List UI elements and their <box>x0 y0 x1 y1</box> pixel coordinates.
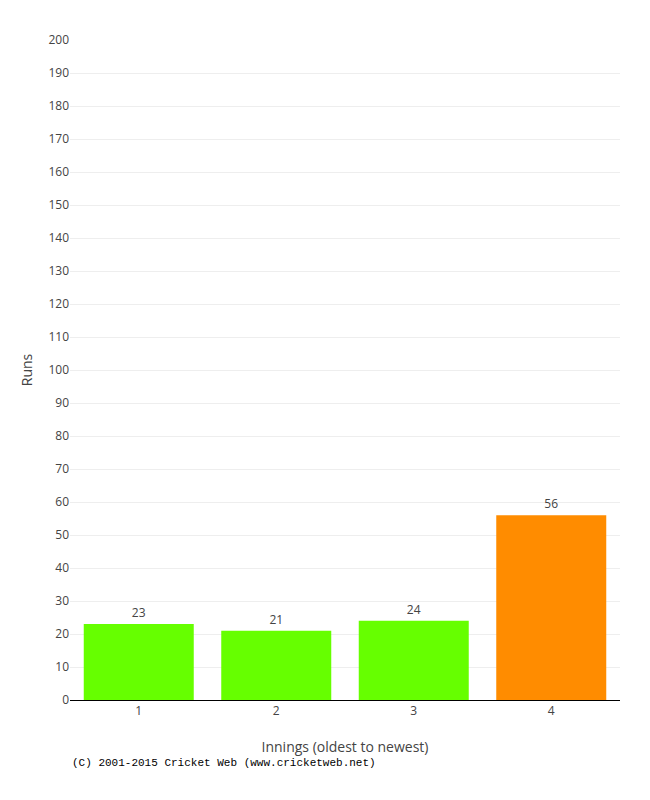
svg-text:200: 200 <box>48 31 69 48</box>
svg-text:0: 0 <box>62 691 69 708</box>
svg-text:56: 56 <box>544 495 558 512</box>
svg-text:Innings (oldest to newest): Innings (oldest to newest) <box>262 737 429 756</box>
svg-text:30: 30 <box>55 592 69 609</box>
svg-text:170: 170 <box>48 130 69 147</box>
svg-text:190: 190 <box>48 64 69 81</box>
svg-text:3: 3 <box>410 702 417 719</box>
svg-text:23: 23 <box>132 604 146 621</box>
svg-text:140: 140 <box>48 229 69 246</box>
svg-text:120: 120 <box>48 295 69 312</box>
svg-text:40: 40 <box>55 559 69 576</box>
svg-text:2: 2 <box>273 702 280 719</box>
svg-text:1: 1 <box>135 702 142 719</box>
svg-text:10: 10 <box>55 658 69 675</box>
svg-text:50: 50 <box>55 526 69 543</box>
svg-text:90: 90 <box>55 394 69 411</box>
svg-text:60: 60 <box>55 493 69 510</box>
svg-text:130: 130 <box>48 262 69 279</box>
svg-text:24: 24 <box>407 601 421 618</box>
svg-text:160: 160 <box>48 163 69 180</box>
svg-text:70: 70 <box>55 460 69 477</box>
svg-text:20: 20 <box>55 625 69 642</box>
svg-text:21: 21 <box>269 611 283 628</box>
svg-text:110: 110 <box>48 328 69 345</box>
svg-text:100: 100 <box>48 361 69 378</box>
svg-text:4: 4 <box>548 702 555 719</box>
svg-text:80: 80 <box>55 427 69 444</box>
svg-text:180: 180 <box>48 97 69 114</box>
svg-text:(C) 2001-2015 Cricket Web (www: (C) 2001-2015 Cricket Web (www.cricketwe… <box>72 757 376 769</box>
svg-text:Runs: Runs <box>17 353 36 386</box>
svg-text:150: 150 <box>48 196 69 213</box>
